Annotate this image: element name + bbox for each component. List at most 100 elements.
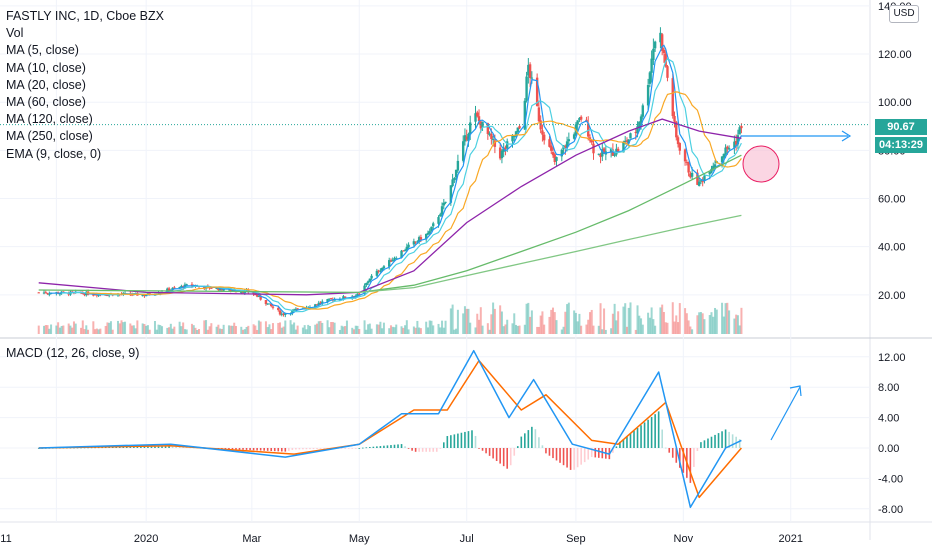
volume-bar (710, 312, 713, 334)
volume-bar (516, 325, 519, 334)
volume-bar (696, 315, 699, 334)
macd-legend[interactable]: MACD (12, 26, close, 9) (6, 346, 140, 360)
histogram-bar (668, 448, 671, 453)
histogram-bar (273, 448, 276, 452)
candle-body (696, 172, 699, 185)
histogram-bar (495, 448, 498, 462)
volume-bar (87, 329, 90, 334)
indicator-ma120[interactable]: MA (120, close) (6, 112, 93, 127)
indicator-ma20[interactable]: MA (20, close) (6, 77, 86, 92)
histogram-bar (612, 448, 614, 453)
volume-bar (108, 322, 111, 334)
volume-bar (116, 320, 119, 334)
indicator-vol[interactable]: Vol (6, 26, 24, 41)
y-tick-label: 120.00 (878, 49, 912, 61)
histogram-bar (245, 448, 248, 450)
histogram-bar (432, 448, 435, 452)
histogram-bar (178, 446, 181, 448)
candle-body (416, 241, 419, 243)
volume-bar (455, 328, 458, 334)
candle-body (506, 141, 509, 149)
histogram-bar (383, 445, 385, 448)
candle-body (530, 77, 534, 79)
indicator-ma60[interactable]: MA (60, close) (6, 95, 86, 110)
volume-bar (659, 307, 662, 334)
currency-button[interactable]: USD (889, 5, 919, 23)
candle-body (525, 76, 528, 101)
volume-bar (740, 307, 743, 334)
volume-bar (180, 326, 183, 334)
candle-body (456, 160, 460, 171)
histogram-bar (291, 448, 294, 450)
candle-body (356, 293, 359, 297)
volume-bar (666, 322, 669, 334)
candle-body (578, 118, 581, 121)
candle-body (257, 295, 261, 297)
symbol-title[interactable]: FASTLY INC, 1D, Cboe BZX (6, 9, 164, 23)
histogram-bar (566, 448, 568, 468)
histogram-bar (435, 448, 438, 452)
volume-bar (648, 317, 651, 334)
candle-body (592, 143, 595, 154)
indicator-ma5[interactable]: MA (5, close) (6, 43, 79, 58)
volume-bar (234, 326, 237, 334)
volume-bar (479, 307, 482, 334)
candle-body (391, 259, 394, 262)
indicator-ma250[interactable]: MA (250, close) (6, 129, 93, 144)
volume-bar (305, 329, 308, 334)
volume-bar (733, 318, 736, 334)
candle-body (440, 206, 444, 215)
volume-bar (462, 313, 465, 334)
candle-body (689, 173, 692, 178)
histogram-bar (538, 437, 540, 448)
volume-bar (37, 325, 40, 334)
indicator-ma10[interactable]: MA (10, close) (6, 60, 86, 75)
volume-bar (611, 313, 614, 334)
volume-bar (419, 328, 422, 334)
volume-bar (245, 326, 248, 334)
histogram-bar (280, 448, 283, 452)
volume-bar (671, 302, 674, 334)
indicator-ema9[interactable]: EMA (9, close, 0) (6, 146, 102, 161)
volume-bar (677, 322, 680, 334)
candle-body (481, 121, 484, 128)
histogram-bar (323, 448, 325, 449)
candle-body (173, 287, 176, 289)
candle-body (412, 241, 416, 245)
candle-body (144, 295, 148, 297)
candle-body (720, 156, 724, 163)
volume-bar (603, 308, 606, 334)
volume-bar (640, 318, 643, 334)
x-tick-label: 2021 (779, 533, 803, 545)
histogram-bar (682, 448, 685, 473)
histogram-bar (471, 430, 473, 448)
candle-body (382, 266, 386, 269)
histogram-bar (228, 448, 230, 450)
volume-bar (673, 321, 676, 334)
volume-bar (543, 324, 546, 334)
volume-bar (428, 320, 431, 334)
histogram-bar (728, 431, 730, 448)
volume-bar (314, 324, 317, 334)
candle-body (676, 137, 680, 145)
volume-bar (504, 324, 507, 334)
candle-body (319, 302, 322, 304)
histogram-bar (270, 448, 273, 452)
volume-bar (664, 322, 667, 334)
candle-body (81, 293, 84, 295)
candle-body (414, 241, 417, 243)
volume-bar (303, 325, 306, 334)
volume-bar (354, 325, 357, 334)
volume-bar (728, 310, 731, 334)
candle-body (380, 267, 384, 271)
volume-bar (726, 302, 729, 334)
volume-bar (222, 324, 225, 334)
volume-bar (414, 327, 417, 334)
candle-body (500, 150, 504, 159)
volume-bar (738, 325, 741, 334)
candle-body (697, 181, 701, 186)
volume-bar (402, 327, 405, 334)
histogram-bar (678, 448, 681, 468)
ma-line-1 (38, 118, 742, 296)
